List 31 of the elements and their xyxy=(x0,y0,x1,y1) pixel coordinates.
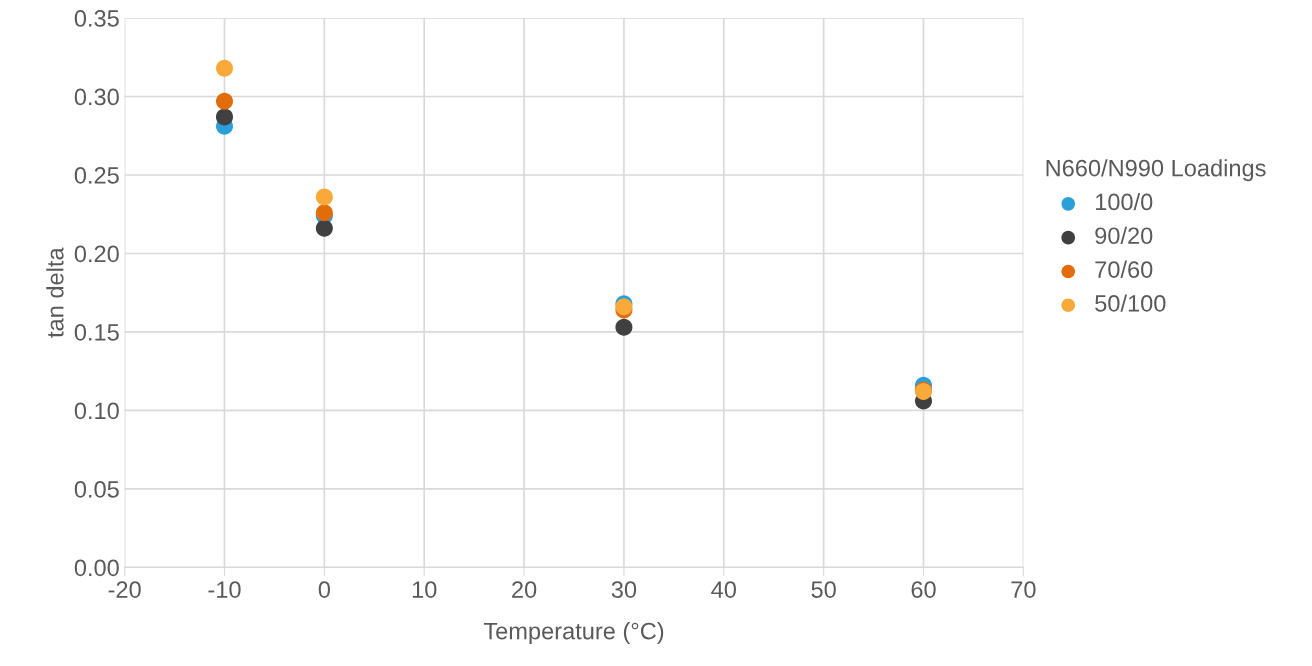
x-tick-label: 30 xyxy=(611,581,637,598)
legend-label: 70/60 xyxy=(1095,260,1153,278)
legend-label: 50/100 xyxy=(1095,294,1166,312)
x-tick-label: -20 xyxy=(108,581,141,598)
y-tick-label: 0.15 xyxy=(74,324,119,341)
point xyxy=(315,219,333,237)
y-tick-label: 0.10 xyxy=(74,402,119,420)
legend-title: N660/N990 Loadings xyxy=(1046,159,1266,182)
x-tick-label: 70 xyxy=(1011,581,1036,598)
y-tick-label: 0.30 xyxy=(74,88,119,106)
y-axis-title: tan delta xyxy=(46,247,64,338)
point xyxy=(215,108,233,126)
point xyxy=(315,188,333,206)
point xyxy=(615,318,633,336)
y-tick-label: 0.20 xyxy=(74,245,119,263)
point xyxy=(215,92,233,110)
y-tick-label: 0.35 xyxy=(74,10,119,27)
y-tick-label: 0.00 xyxy=(74,559,119,577)
x-tick-label: 40 xyxy=(711,581,736,598)
x-tick-label: 20 xyxy=(512,581,537,598)
legend-label: 90/20 xyxy=(1095,226,1153,245)
x-axis-title: Temperature (°C) xyxy=(483,622,664,645)
legend-label: 100/0 xyxy=(1095,192,1153,211)
y-tick-label: 0.05 xyxy=(74,481,119,498)
y-tick-label: 0.25 xyxy=(74,167,119,184)
x-tick-label: 60 xyxy=(911,581,936,598)
x-tick-label: 10 xyxy=(412,581,437,598)
x-tick-label: 0 xyxy=(318,581,330,598)
point xyxy=(215,59,233,77)
x-tick-label: -10 xyxy=(208,581,241,598)
x-tick-label: 50 xyxy=(811,581,836,598)
